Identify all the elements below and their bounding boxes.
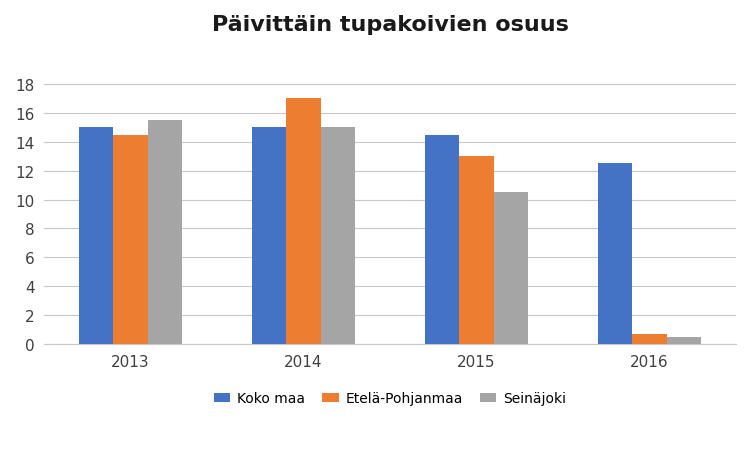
Bar (632, 334, 667, 344)
Bar (252, 128, 286, 344)
Bar (494, 193, 529, 344)
Bar (148, 121, 182, 344)
Bar (79, 128, 113, 344)
Bar (667, 337, 701, 344)
Bar (321, 128, 355, 344)
Bar (424, 135, 460, 344)
Bar (460, 157, 494, 344)
Bar (113, 135, 148, 344)
Legend: Koko maa, Etelä-Pohjanmaa, Seinäjoki: Koko maa, Etelä-Pohjanmaa, Seinäjoki (208, 386, 572, 411)
Bar (286, 99, 321, 344)
Title: Päivittäin tupakoivien osuus: Päivittäin tupakoivien osuus (212, 15, 569, 35)
Bar (598, 164, 632, 344)
